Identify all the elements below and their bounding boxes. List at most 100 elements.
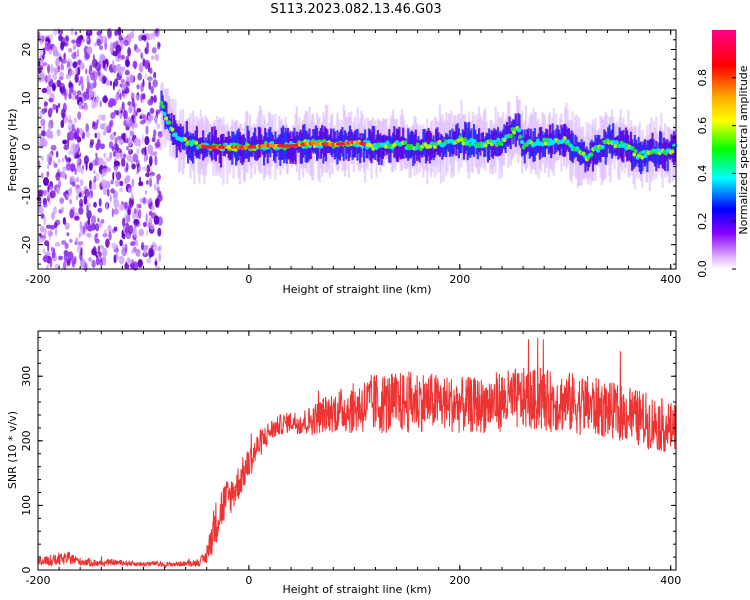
ridge-body xyxy=(322,131,325,164)
noise-blob xyxy=(138,228,144,237)
noise-blob xyxy=(135,48,141,53)
noise-blob xyxy=(91,58,98,68)
noise-blob xyxy=(97,68,101,77)
noise-blob xyxy=(67,123,71,131)
noise-blob xyxy=(67,150,74,155)
noise-blob xyxy=(132,261,139,271)
noise-blob xyxy=(55,104,59,114)
noise-blob xyxy=(74,95,80,100)
ridge-body xyxy=(405,142,409,158)
ridge-core xyxy=(540,142,545,147)
noise-blob xyxy=(85,68,88,75)
noise-blob xyxy=(125,59,130,68)
noise-blob xyxy=(65,157,72,163)
noise-blob xyxy=(79,127,83,136)
noise-blob xyxy=(147,99,154,106)
noise-blob xyxy=(107,224,112,234)
noise-blob xyxy=(119,239,123,247)
noise-blob xyxy=(141,34,147,41)
spectrogram-y-label: Frequency (Hz) xyxy=(6,109,19,192)
ridge-body xyxy=(666,140,669,172)
ridge-body xyxy=(290,139,293,162)
ridge-body xyxy=(460,136,463,153)
ridge-body xyxy=(427,128,430,157)
noise-blob xyxy=(40,213,45,219)
ridge-body xyxy=(467,122,471,156)
ridge-body xyxy=(373,126,376,158)
noise-blob xyxy=(74,184,80,189)
noise-blob xyxy=(118,255,125,265)
noise-blob xyxy=(69,238,73,243)
noise-blob xyxy=(118,204,125,211)
noise-blob xyxy=(120,66,126,72)
ridge-body xyxy=(483,138,486,158)
noise-blob xyxy=(70,27,74,36)
noise-blob xyxy=(72,44,77,51)
ridge-body xyxy=(486,133,490,163)
noise-blob xyxy=(118,39,125,47)
noise-blob xyxy=(73,215,80,221)
ridge-body xyxy=(190,135,193,162)
noise-blob xyxy=(56,150,59,158)
noise-blob xyxy=(120,79,125,83)
spectrogram-x-tick-label: 400 xyxy=(660,273,681,286)
noise-blob xyxy=(90,182,97,191)
ridge-body xyxy=(560,124,563,149)
noise-blob xyxy=(69,199,72,205)
ridge-body xyxy=(450,137,453,154)
noise-blob xyxy=(81,82,84,92)
noise-blob xyxy=(112,171,115,181)
noise-blob xyxy=(42,255,49,263)
ridge-body xyxy=(480,133,483,150)
ridge-body xyxy=(393,126,396,158)
noise-blob xyxy=(84,53,90,60)
ridge-body xyxy=(508,116,511,145)
ridge-body xyxy=(267,128,271,154)
ridge-core xyxy=(472,138,477,144)
ridge-body xyxy=(457,128,460,159)
ridge-body xyxy=(398,126,401,158)
noise-blob xyxy=(62,166,67,172)
spectrogram-y-tick-label: -20 xyxy=(20,236,33,254)
noise-blob xyxy=(114,179,121,187)
noise-blob xyxy=(150,55,155,61)
noise-blob xyxy=(76,136,82,143)
noise-blob xyxy=(105,79,110,87)
ridge-body xyxy=(351,132,354,160)
noise-blob xyxy=(78,34,84,41)
noise-blob xyxy=(136,170,139,175)
noise-blob xyxy=(54,219,61,226)
ridge-body xyxy=(227,131,230,159)
noise-blob xyxy=(115,40,119,45)
noise-blob xyxy=(155,142,161,148)
noise-blob xyxy=(48,98,54,103)
noise-blob xyxy=(96,132,101,139)
noise-blob xyxy=(144,59,149,70)
noise-blob xyxy=(138,259,143,266)
noise-blob xyxy=(36,196,42,201)
noise-blob xyxy=(111,242,116,250)
noise-blob xyxy=(122,233,126,240)
noise-blob xyxy=(146,41,149,50)
noise-blob xyxy=(95,223,100,232)
noise-blob xyxy=(104,229,107,234)
noise-blob xyxy=(64,242,69,250)
noise-blob xyxy=(45,42,51,51)
noise-blob xyxy=(113,208,119,215)
ridge-body xyxy=(618,127,621,157)
noise-blob xyxy=(145,213,148,223)
ridge-core xyxy=(499,141,504,147)
ridge-core xyxy=(170,127,175,132)
noise-blob xyxy=(83,195,88,205)
noise-blob xyxy=(85,130,91,138)
ridge-body xyxy=(380,135,383,165)
snr-x-tick-label: 400 xyxy=(660,574,681,587)
noise-blob xyxy=(37,205,44,215)
ridge-core xyxy=(622,142,627,147)
noise-blob xyxy=(68,92,72,100)
ridge-body xyxy=(218,140,221,163)
noise-blob xyxy=(125,132,128,143)
noise-blob xyxy=(95,256,100,266)
ridge-core xyxy=(385,140,390,145)
noise-blob xyxy=(144,146,147,156)
